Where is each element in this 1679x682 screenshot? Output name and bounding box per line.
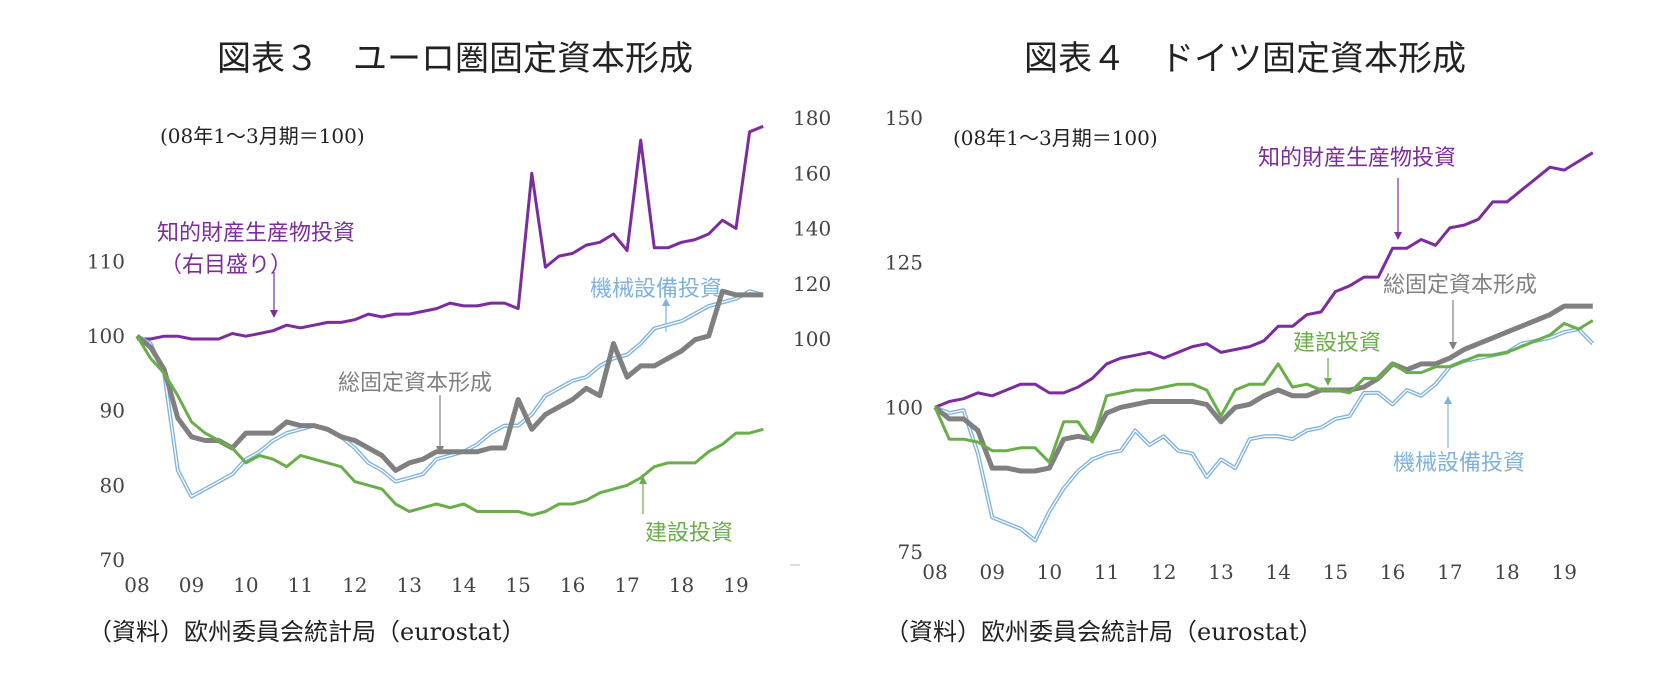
right-x-tick-label: 13 xyxy=(1208,560,1233,584)
right-x-tick-label: 10 xyxy=(1037,560,1062,584)
right-label-total: 総固定資本形成 xyxy=(1383,273,1537,298)
left-chart: 図表３ ユーロ圏固定資本形成 (08年1～3月期＝100) （資料）欧州委員会統… xyxy=(87,39,831,646)
right-ip-pointer-head xyxy=(1394,232,1402,240)
right-y-tick-label: 150 xyxy=(885,106,923,130)
left-label-construction: 建設投資 xyxy=(645,521,733,546)
left-y-right-tick-label: 100 xyxy=(793,327,831,351)
right-x-tick-label: 08 xyxy=(922,560,947,584)
left-y-right-tick-label: 120 xyxy=(793,272,831,296)
right-series-construction-line xyxy=(933,319,1594,464)
right-construction-pointer-head xyxy=(1324,378,1332,386)
right-machinery-pointer-head xyxy=(1444,396,1452,404)
left-x-tick-label: 14 xyxy=(451,573,476,597)
left-series-machinery-inner xyxy=(136,290,764,498)
right-chart-note: (08年1～3月期＝100) xyxy=(953,126,1158,150)
left-label-total: 総固定資本形成 xyxy=(338,371,492,396)
right-x-tick-label: 14 xyxy=(1265,560,1290,584)
left-y-tick-label: 110 xyxy=(87,249,125,273)
right-x-tick-label: 16 xyxy=(1380,560,1405,584)
right-x-tick-label: 09 xyxy=(979,560,1004,584)
right-x-tick-label: 11 xyxy=(1094,560,1119,584)
left-y-tick-label: 100 xyxy=(87,324,125,348)
left-series-construction-line xyxy=(135,335,764,517)
left-y-right-tick-label: 140 xyxy=(793,217,831,241)
right-x-tick-label: 18 xyxy=(1494,560,1519,584)
left-x-tick-label: 08 xyxy=(124,573,149,597)
left-series-total-line xyxy=(135,288,764,473)
right-label-construction: 建設投資 xyxy=(1293,331,1381,356)
left-x-tick-label: 10 xyxy=(233,573,258,597)
right-label-ip: 知的財産生産物投資 xyxy=(1258,146,1456,171)
left-label-ip-line2: （右目盛り） xyxy=(160,253,292,278)
left-y-tick-label: 90 xyxy=(100,399,125,423)
right-x-tick-label: 15 xyxy=(1323,560,1348,584)
right-x-tick-label: 12 xyxy=(1151,560,1176,584)
right-y-tick-label: 100 xyxy=(885,395,923,419)
left-x-tick-label: 13 xyxy=(397,573,422,597)
left-construction-pointer-head xyxy=(639,476,647,484)
left-ip-pointer-head xyxy=(270,310,278,318)
left-x-tick-label: 15 xyxy=(505,573,530,597)
right-series-total-line xyxy=(933,303,1593,474)
left-y-right-tick-label: 180 xyxy=(793,106,831,130)
left-label-ip-line1: 知的財産生産物投資 xyxy=(157,221,355,246)
right-chart-source: （資料）欧州委員会統計局（eurostat） xyxy=(885,618,1323,646)
left-x-tick-label: 16 xyxy=(560,573,585,597)
right-series-machinery-outer xyxy=(934,327,1595,543)
left-chart-source: （資料）欧州委員会統計局（eurostat） xyxy=(88,618,526,646)
right-y-tick-label: 125 xyxy=(885,251,923,275)
left-x-tick-label: 11 xyxy=(288,573,313,597)
right-y-tick-label: 75 xyxy=(898,540,923,564)
right-series-machinery-inner xyxy=(934,328,1594,542)
left-series-ip-line xyxy=(137,124,764,341)
left-chart-note: (08年1～3月期＝100) xyxy=(160,124,365,148)
right-chart: 図表４ ドイツ固定資本形成 (08年1～3月期＝100) （資料）欧州委員会統計… xyxy=(885,39,1595,646)
left-x-tick-label: 18 xyxy=(669,573,694,597)
right-label-machinery: 機械設備投資 xyxy=(1393,451,1525,476)
left-x-tick-label: 19 xyxy=(723,573,748,597)
right-series-ip-line xyxy=(934,151,1594,409)
right-chart-title: 図表４ ドイツ固定資本形成 xyxy=(1024,39,1466,79)
left-plot-area: 70 80 90 100 110 100 120 140 160 180 08 09 10 11 12 13 1… xyxy=(87,106,831,597)
left-x-tick-label: 09 xyxy=(179,573,204,597)
right-x-tick-label: 17 xyxy=(1437,560,1462,584)
right-total-pointer-head xyxy=(1449,342,1457,350)
left-machinery-pointer-head xyxy=(662,298,670,306)
left-x-tick-label: 12 xyxy=(342,573,367,597)
left-label-machinery: 機械設備投資 xyxy=(590,277,722,302)
right-plot-area: 75 100 125 150 08 09 10 11 12 13 14 15 16 17 18 19 xyxy=(885,106,1595,584)
left-y-right-tick-label: 160 xyxy=(793,161,831,185)
left-x-tick-label: 17 xyxy=(614,573,639,597)
left-chart-title: 図表３ ユーロ圏固定資本形成 xyxy=(217,39,693,79)
right-x-tick-label: 19 xyxy=(1552,560,1577,584)
left-y-tick-label: 70 xyxy=(100,548,125,572)
left-y-tick-label: 80 xyxy=(100,473,125,497)
